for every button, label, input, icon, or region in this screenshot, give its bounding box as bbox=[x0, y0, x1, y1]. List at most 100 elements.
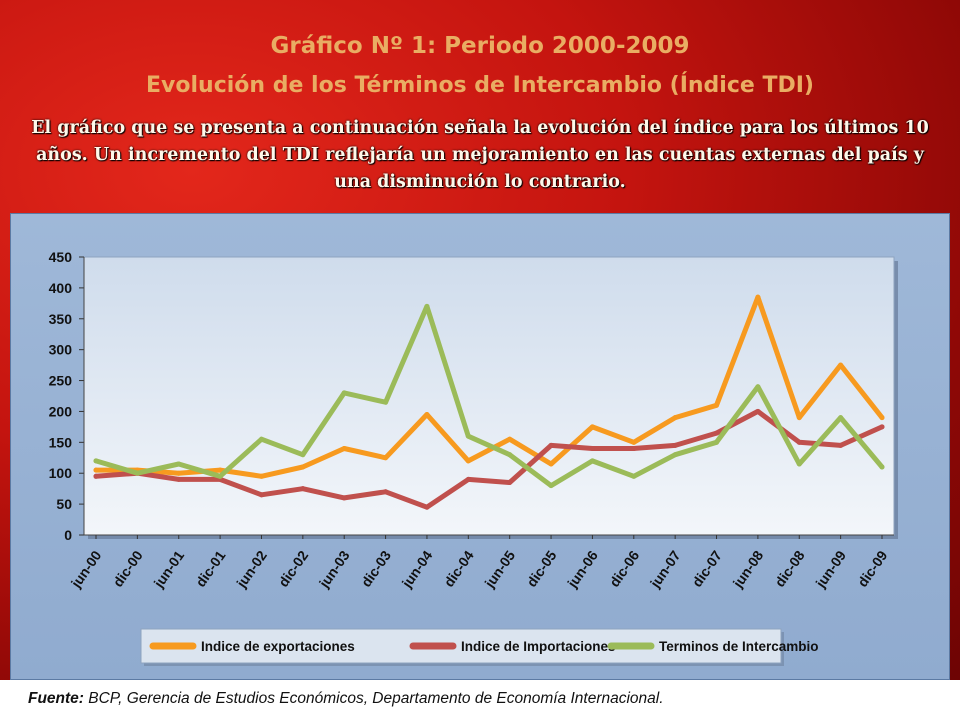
x-tick-label: dic-07 bbox=[689, 547, 725, 589]
data-point bbox=[755, 294, 761, 300]
data-point bbox=[507, 479, 513, 485]
chart-title-line1: Gráfico Nº 1: Periodo 2000-2009 bbox=[270, 33, 690, 59]
x-tick-label: dic-08 bbox=[771, 547, 807, 589]
data-point bbox=[548, 442, 554, 448]
data-point bbox=[300, 464, 306, 470]
x-tick-label: dic-06 bbox=[606, 547, 642, 589]
data-point bbox=[258, 492, 264, 498]
data-point bbox=[631, 439, 637, 445]
y-tick-label: 100 bbox=[49, 465, 73, 481]
data-point bbox=[134, 470, 140, 476]
y-tick-label: 300 bbox=[49, 342, 73, 358]
source-label: Fuente: bbox=[28, 690, 84, 707]
data-point bbox=[300, 452, 306, 458]
data-point bbox=[672, 442, 678, 448]
x-tick-label: dic-00 bbox=[110, 547, 146, 589]
data-point bbox=[465, 458, 471, 464]
data-point bbox=[93, 467, 99, 473]
data-point bbox=[507, 452, 513, 458]
data-point bbox=[838, 362, 844, 368]
data-point bbox=[383, 489, 389, 495]
data-point bbox=[548, 483, 554, 489]
data-point bbox=[714, 439, 720, 445]
data-point bbox=[879, 424, 885, 430]
data-point bbox=[589, 424, 595, 430]
description-text: El gráfico que se presenta a continuació… bbox=[31, 118, 929, 192]
data-point bbox=[755, 384, 761, 390]
data-point bbox=[879, 464, 885, 470]
y-tick-label: 200 bbox=[49, 403, 73, 419]
data-point bbox=[507, 436, 513, 442]
y-tick-label: 450 bbox=[49, 249, 73, 265]
data-point bbox=[424, 303, 430, 309]
data-point bbox=[176, 470, 182, 476]
data-point bbox=[465, 476, 471, 482]
data-point bbox=[796, 439, 802, 445]
x-tick-label: jun-04 bbox=[398, 547, 435, 591]
data-point bbox=[217, 467, 223, 473]
legend-box bbox=[140, 628, 782, 664]
data-point bbox=[93, 458, 99, 464]
data-point bbox=[465, 433, 471, 439]
data-point bbox=[176, 461, 182, 467]
data-point bbox=[258, 473, 264, 479]
series-line-2 bbox=[93, 303, 885, 489]
data-point bbox=[755, 408, 761, 414]
x-tick-label: jun-01 bbox=[150, 547, 187, 591]
data-point bbox=[300, 486, 306, 492]
x-tick-label: jun-06 bbox=[564, 547, 601, 591]
y-tick-label: 0 bbox=[64, 527, 72, 543]
data-point bbox=[714, 430, 720, 436]
y-tick-label: 350 bbox=[49, 311, 73, 327]
data-point bbox=[631, 473, 637, 479]
x-tick-label: dic-05 bbox=[523, 547, 559, 589]
data-point bbox=[589, 446, 595, 452]
x-tick-label: jun-00 bbox=[67, 547, 104, 591]
data-point bbox=[589, 458, 595, 464]
y-tick-label: 400 bbox=[49, 280, 73, 296]
x-tick-label: jun-02 bbox=[233, 547, 270, 591]
data-point bbox=[796, 461, 802, 467]
data-point bbox=[672, 452, 678, 458]
legend-label-1: Indice de Importaciones bbox=[461, 639, 616, 654]
source-text: BCP, Gerencia de Estudios Económicos, De… bbox=[83, 690, 664, 707]
data-point bbox=[838, 442, 844, 448]
x-tick-label: jun-09 bbox=[812, 547, 849, 591]
y-tick-label: 250 bbox=[49, 373, 73, 389]
data-point bbox=[341, 446, 347, 452]
data-point bbox=[424, 504, 430, 510]
legend-label-0: Indice de exportaciones bbox=[201, 639, 355, 654]
data-point bbox=[672, 415, 678, 421]
x-tick-label: dic-03 bbox=[358, 547, 394, 589]
y-tick-label: 50 bbox=[56, 496, 72, 512]
x-tick-label: dic-01 bbox=[192, 547, 228, 589]
chart-panel: 0 50 100 150 200 250 300 350 400 450 jun-00 dic-00 j… bbox=[10, 213, 950, 680]
plot-area bbox=[83, 256, 895, 536]
x-tick-label: dic-04 bbox=[440, 547, 476, 589]
data-point bbox=[838, 415, 844, 421]
x-tick-label: jun-07 bbox=[646, 547, 683, 591]
x-tick-label: jun-08 bbox=[729, 547, 766, 591]
x-tick-label: jun-03 bbox=[315, 547, 352, 591]
data-point bbox=[176, 476, 182, 482]
data-point bbox=[217, 473, 223, 479]
x-tick-label: dic-02 bbox=[275, 547, 311, 589]
chart-title-line2: Evolución de los Términos de Intercambio… bbox=[146, 73, 814, 98]
source-footer: Fuente: BCP, Gerencia de Estudios Económ… bbox=[28, 690, 664, 708]
data-point bbox=[424, 412, 430, 418]
data-point bbox=[341, 390, 347, 396]
data-point bbox=[341, 495, 347, 501]
data-point bbox=[879, 415, 885, 421]
y-tick-label: 150 bbox=[49, 434, 73, 450]
series-line-1 bbox=[93, 408, 885, 510]
data-point bbox=[714, 402, 720, 408]
data-point bbox=[548, 461, 554, 467]
data-point bbox=[93, 473, 99, 479]
data-point bbox=[383, 455, 389, 461]
x-tick-label: dic-09 bbox=[854, 547, 890, 589]
x-tick-label: jun-05 bbox=[481, 547, 518, 591]
data-point bbox=[631, 446, 637, 452]
legend-label-2: Terminos de Intercambio bbox=[659, 639, 819, 654]
